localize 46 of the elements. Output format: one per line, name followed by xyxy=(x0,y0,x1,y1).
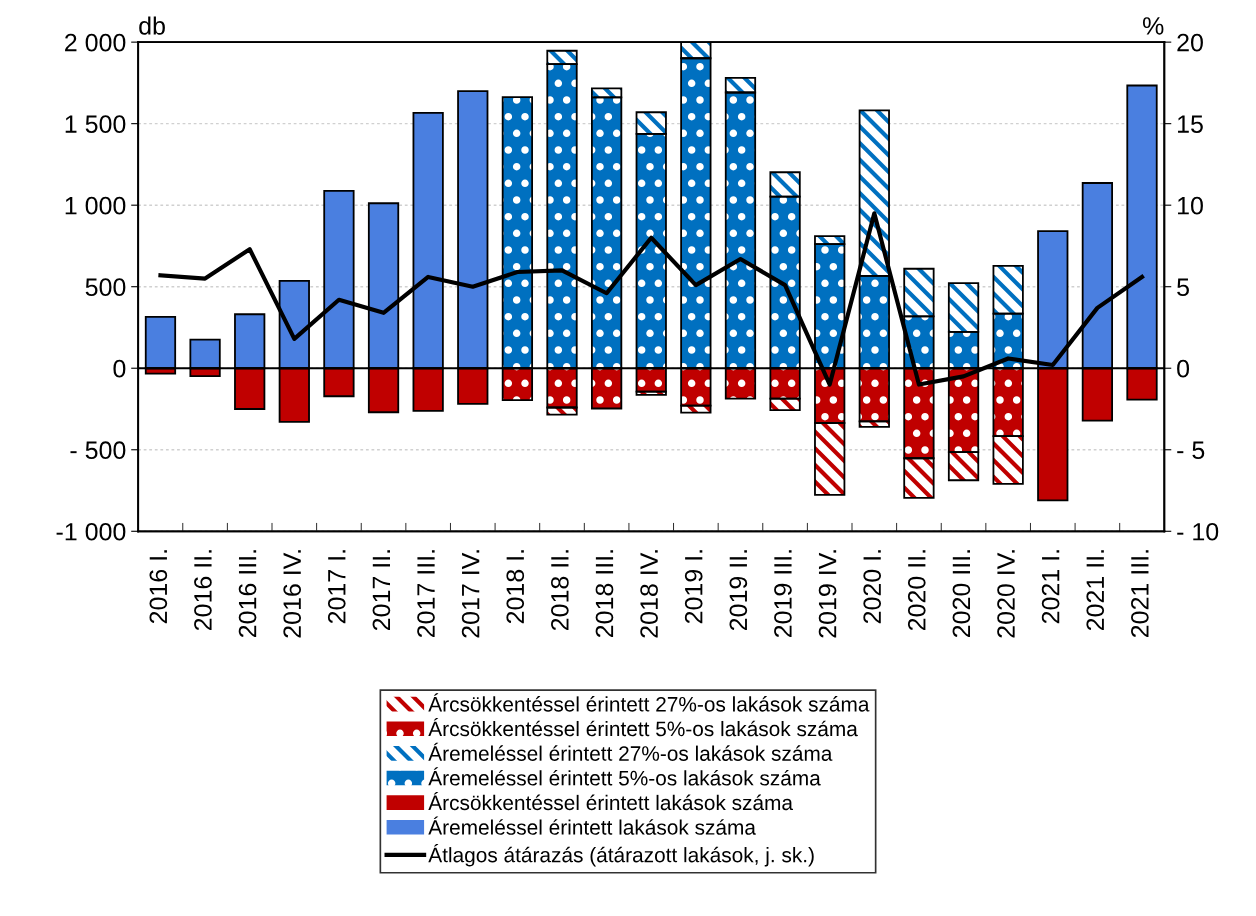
y2-axis-title: % xyxy=(1142,17,1164,35)
y-axis-title: db xyxy=(139,16,165,35)
x-tick-label: 2017 IV. xyxy=(461,550,480,638)
legend-label: Áremeléssel érintett 27%-os lakások száma xyxy=(428,742,833,761)
legend-label: Árcsökkentéssel érintett 27%-os lakások száma xyxy=(428,693,870,712)
x-tick-label: 2019 III. xyxy=(774,550,792,638)
x-tick-label: 2018 II. xyxy=(551,550,569,631)
y2-tick-label: - 5 xyxy=(1177,441,1205,460)
legend-label: Árcsökkentéssel érintett lakások száma xyxy=(428,791,793,811)
x-tick-label: 2018 I. xyxy=(506,550,525,624)
x-tick-label: 2021 I. xyxy=(1041,550,1060,624)
y2-tick-label: 10 xyxy=(1178,196,1203,215)
y2-tick-label: 20 xyxy=(1177,33,1203,52)
x-tick-label: 2021 II. xyxy=(1086,550,1105,631)
x-tick-label: 2017 II. xyxy=(372,550,391,631)
legend-label: Árcsökkentéssel érintett 5%-os lakások száma xyxy=(428,718,858,737)
x-tick-label: 2019 II. xyxy=(729,550,748,631)
y2-tick-label: 0 xyxy=(1177,359,1190,378)
legend-label: Áremeléssel érintett 5%-os lakások száma xyxy=(428,767,821,786)
x-tick-label: 2016 I. xyxy=(149,550,168,624)
x-tick-label: 2021 III. xyxy=(1131,550,1149,638)
x-tick-label: 2018 IV. xyxy=(640,550,658,638)
x-tick-label: 2019 IV. xyxy=(818,550,837,638)
legend-label: Áremeléssel érintett lakások száma xyxy=(428,816,756,835)
x-tick-label: 2017 I. xyxy=(327,550,346,624)
x-tick-label: 2019 I. xyxy=(684,550,703,624)
y-tick-label: 500 xyxy=(85,278,126,297)
y-tick-label: -1 000 xyxy=(56,522,126,541)
x-tick-label: 2017 III. xyxy=(417,550,435,638)
y2-tick-label: 5 xyxy=(1177,278,1189,297)
y-tick-label: 1 500 xyxy=(65,115,126,133)
legend-label: Átlagos átárazás (átárazott lakások, j. sk.) xyxy=(428,844,814,867)
x-tick-label: 2018 III. xyxy=(595,550,614,638)
x-tick-label: 2020 II. xyxy=(907,550,926,631)
x-tick-label: 2020 III. xyxy=(952,550,971,638)
x-tick-label: 2016 IV. xyxy=(283,550,302,638)
y-tick-label: 0 xyxy=(113,359,126,378)
x-tick-label: 2016 III. xyxy=(238,550,257,638)
y2-tick-label: 15 xyxy=(1178,115,1203,133)
x-tick-label: 2016 II. xyxy=(194,550,212,631)
y-tick-label: 1 000 xyxy=(65,196,126,215)
y2-tick-label: - 10 xyxy=(1177,522,1219,541)
y-tick-label: - 500 xyxy=(70,441,126,460)
x-tick-label: 2020 IV. xyxy=(997,550,1015,638)
x-tick-label: 2020 I. xyxy=(863,550,882,624)
y-tick-label: 2 000 xyxy=(65,33,126,52)
